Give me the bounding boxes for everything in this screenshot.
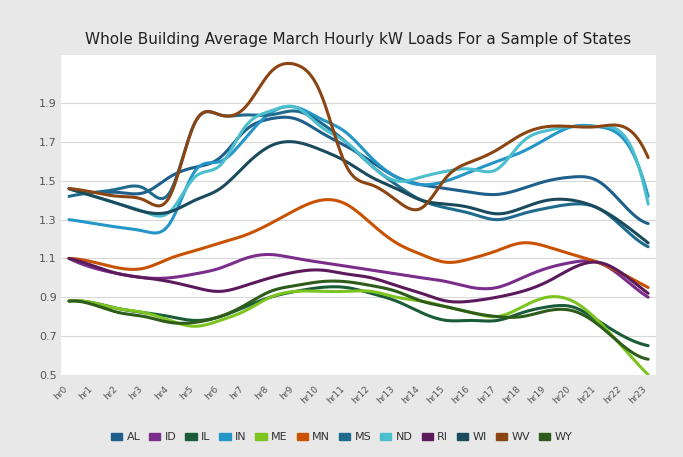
- Text: hr17: hr17: [476, 384, 497, 406]
- Legend: AL, ID, IL, IN, ME, MN, MS, ND, RI, WI, WV, WY: AL, ID, IL, IN, ME, MN, MS, ND, RI, WI, …: [107, 428, 576, 447]
- Title: Whole Building Average March Hourly kW Loads For a Sample of States: Whole Building Average March Hourly kW L…: [85, 32, 632, 47]
- Text: hr1: hr1: [77, 384, 94, 402]
- Text: hr0: hr0: [52, 384, 69, 402]
- Text: hr12: hr12: [350, 384, 371, 405]
- Text: hr7: hr7: [228, 384, 245, 402]
- Text: hr18: hr18: [501, 384, 522, 406]
- Text: hr14: hr14: [400, 384, 421, 405]
- Text: hr9: hr9: [279, 384, 296, 402]
- Text: hr21: hr21: [576, 384, 598, 405]
- Text: hr19: hr19: [526, 384, 547, 406]
- Text: hr4: hr4: [153, 384, 170, 402]
- Text: hr22: hr22: [602, 384, 623, 405]
- Text: hr8: hr8: [253, 384, 270, 402]
- Text: hr3: hr3: [128, 384, 145, 402]
- Text: hr23: hr23: [627, 384, 648, 405]
- Text: hr11: hr11: [325, 384, 346, 406]
- Text: hr16: hr16: [451, 384, 472, 406]
- Text: hr15: hr15: [426, 384, 447, 406]
- Text: hr13: hr13: [375, 384, 396, 406]
- Text: hr6: hr6: [203, 384, 220, 402]
- Text: hr5: hr5: [178, 384, 195, 402]
- Text: hr2: hr2: [102, 384, 120, 402]
- Text: hr20: hr20: [551, 384, 572, 405]
- Text: hr10: hr10: [300, 384, 321, 406]
